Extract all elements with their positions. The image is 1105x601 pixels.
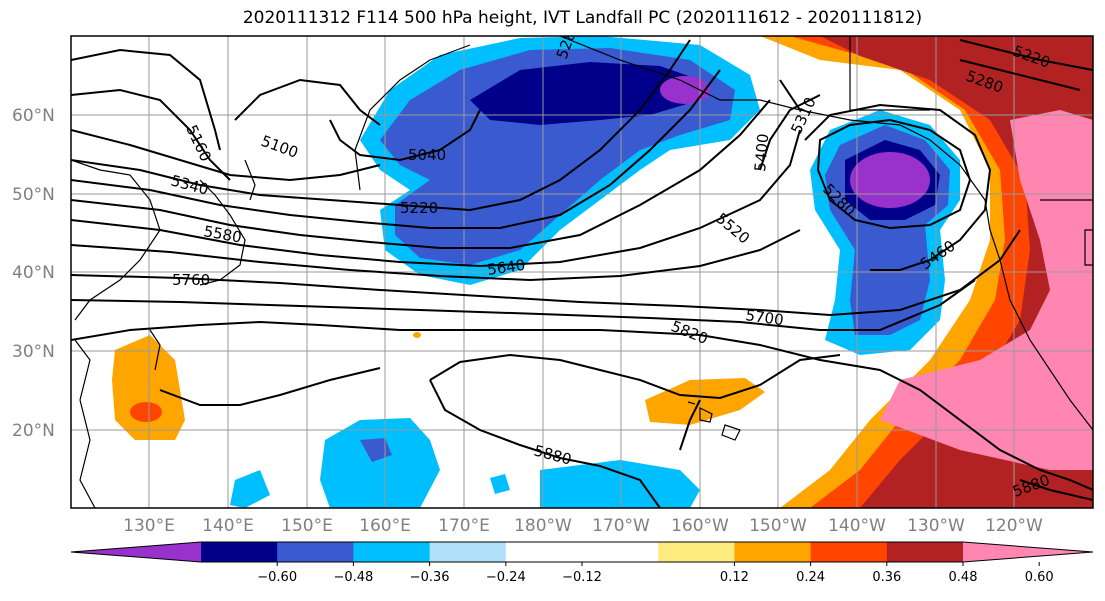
- lon-label: 140°E: [202, 516, 254, 536]
- lat-label: 20°N: [12, 421, 55, 441]
- lon-label: 160°E: [359, 516, 411, 536]
- contour-label: 5700: [744, 306, 784, 329]
- contour-label: 5220: [400, 199, 438, 217]
- colorbar-tick-label: 0.36: [872, 570, 901, 585]
- colorbar-segment: [201, 542, 278, 562]
- figure-title: 2020111312 F114 500 hPa height, IVT Land…: [242, 8, 923, 28]
- lon-label: 140°W: [828, 516, 886, 536]
- lon-label: 150°E: [281, 516, 333, 536]
- lon-label: 130°E: [123, 516, 175, 536]
- colorbar-tick-label: 0.60: [1025, 570, 1054, 585]
- colorbar-segment: [582, 542, 659, 562]
- height-contours: [71, 39, 1093, 508]
- lon-label: 170°W: [592, 516, 650, 536]
- lon-label: 170°E: [438, 516, 490, 536]
- map-area: 5160 5100 5040 5340 5220 5580 5760 5640 …: [71, 36, 1093, 508]
- contour-label: 5640: [486, 256, 526, 279]
- colorbar-tick-label: −0.36: [410, 570, 450, 585]
- colorbar-segment: [429, 542, 507, 562]
- colorbar-segment: [353, 542, 431, 562]
- lon-label: 160°W: [671, 516, 729, 536]
- lon-label: 120°W: [985, 516, 1043, 536]
- colorbar-segment: [734, 542, 812, 562]
- lon-label: 180°W: [514, 516, 572, 536]
- colorbar-tick-label: 0.48: [949, 570, 978, 585]
- colorbar-tick-label: −0.60: [257, 570, 297, 585]
- colorbar-segment: [277, 542, 354, 562]
- lon-label: 130°W: [907, 516, 965, 536]
- contour-label: 5040: [408, 146, 446, 164]
- colorbar-extend-max: [963, 542, 1093, 562]
- gridlines: [71, 36, 1093, 508]
- colorbar-tick-label: −0.12: [562, 570, 602, 585]
- lat-label: 30°N: [12, 342, 55, 362]
- colorbar-tick-label: 0.24: [796, 570, 825, 585]
- colorbar-tick-label: 0.12: [720, 570, 749, 585]
- colorbar-tick-label: −0.48: [333, 570, 373, 585]
- lat-label: 50°N: [12, 185, 55, 205]
- lon-label: 150°W: [749, 516, 807, 536]
- lat-label: 40°N: [12, 263, 55, 283]
- contour-label: 5400: [751, 133, 772, 173]
- colorbar-segment: [505, 542, 583, 562]
- map-frame: [70, 35, 1094, 509]
- colorbar-segment: [886, 542, 964, 562]
- longitude-labels: 130°E 140°E 150°E 160°E 170°E 180°W 170°…: [123, 516, 1043, 536]
- latitude-labels: 60°N 50°N 40°N 30°N 20°N: [12, 106, 55, 441]
- lat-label: 60°N: [12, 106, 55, 126]
- colorbar-segment: [810, 542, 888, 562]
- colorbar: −0.60 −0.48 −0.36 −0.24 −0.12 0.12 0.24 0.36 0.4…: [70, 541, 1094, 585]
- colorbar-tick-label: −0.24: [486, 570, 526, 585]
- positive-ivt-field: [112, 36, 1093, 508]
- colorbar-extend-min: [71, 542, 201, 562]
- contour-label: 5760: [172, 271, 210, 289]
- colorbar-outline: [70, 541, 1094, 563]
- colorbar-segment: [658, 542, 735, 562]
